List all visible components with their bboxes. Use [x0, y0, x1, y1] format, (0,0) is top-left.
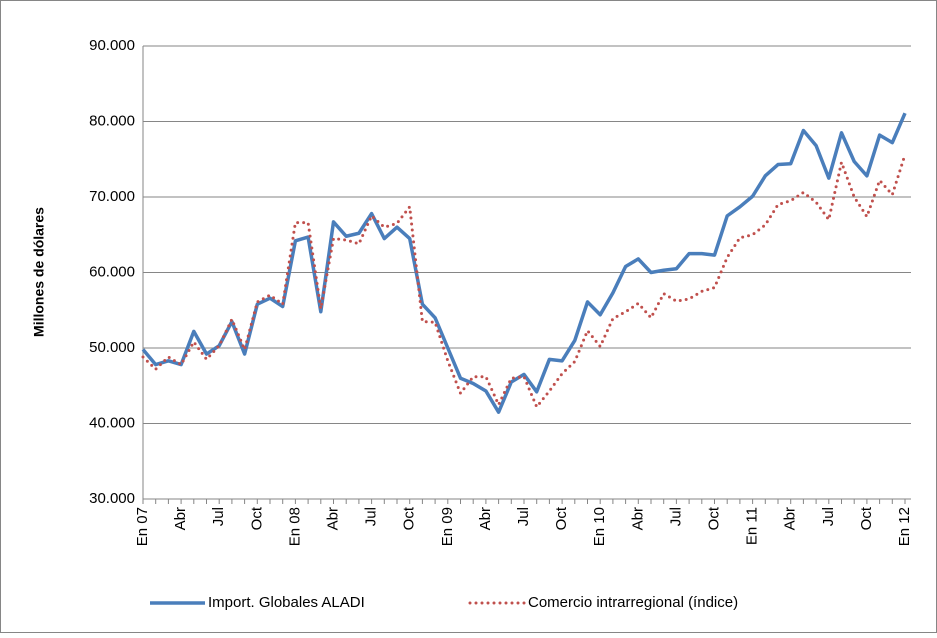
y-tick-label: 30.000: [89, 490, 135, 507]
x-tick-label: Oct: [553, 506, 570, 530]
y-tick-label: 90.000: [89, 37, 135, 54]
x-tick-label: Oct: [705, 506, 722, 530]
x-tick-label: Oct: [401, 506, 418, 530]
x-tick-label: Abr: [629, 507, 646, 530]
x-tick-label: Abr: [324, 507, 341, 530]
series-line: [141, 153, 907, 409]
legend-label: Comercio intrarregional (índice): [528, 594, 738, 611]
x-tick-label: Abr: [477, 507, 494, 530]
y-tick-label: 40.000: [89, 414, 135, 431]
x-tick-label: Jul: [667, 507, 684, 526]
y-tick-label: 60.000: [89, 263, 135, 280]
x-tick-label: Abr: [782, 507, 799, 530]
x-tick-label: Jul: [210, 507, 227, 526]
series-line: [141, 112, 907, 414]
y-tick-label: 80.000: [89, 112, 135, 129]
y-tick-label: 50.000: [89, 339, 135, 356]
y-tick-label: 70.000: [89, 188, 135, 205]
x-tick-label: En 10: [591, 507, 608, 546]
x-tick-label: En 11: [744, 507, 761, 545]
x-tick-label: Jul: [820, 507, 837, 526]
x-tick-label: Abr: [172, 507, 189, 530]
x-tick-label: En 08: [286, 507, 303, 546]
x-tick-label: Oct: [858, 506, 875, 530]
x-tick-label: Oct: [248, 506, 265, 530]
x-tick-label: En 07: [134, 507, 151, 546]
x-tick-label: Jul: [515, 507, 532, 526]
x-tick-label: En 12: [896, 507, 913, 546]
x-tick-label: Jul: [363, 507, 380, 526]
legend-label: Import. Globales ALADI: [208, 594, 365, 611]
y-axis-label: Millones de dólares: [31, 207, 47, 337]
x-tick-label: En 09: [439, 507, 456, 546]
